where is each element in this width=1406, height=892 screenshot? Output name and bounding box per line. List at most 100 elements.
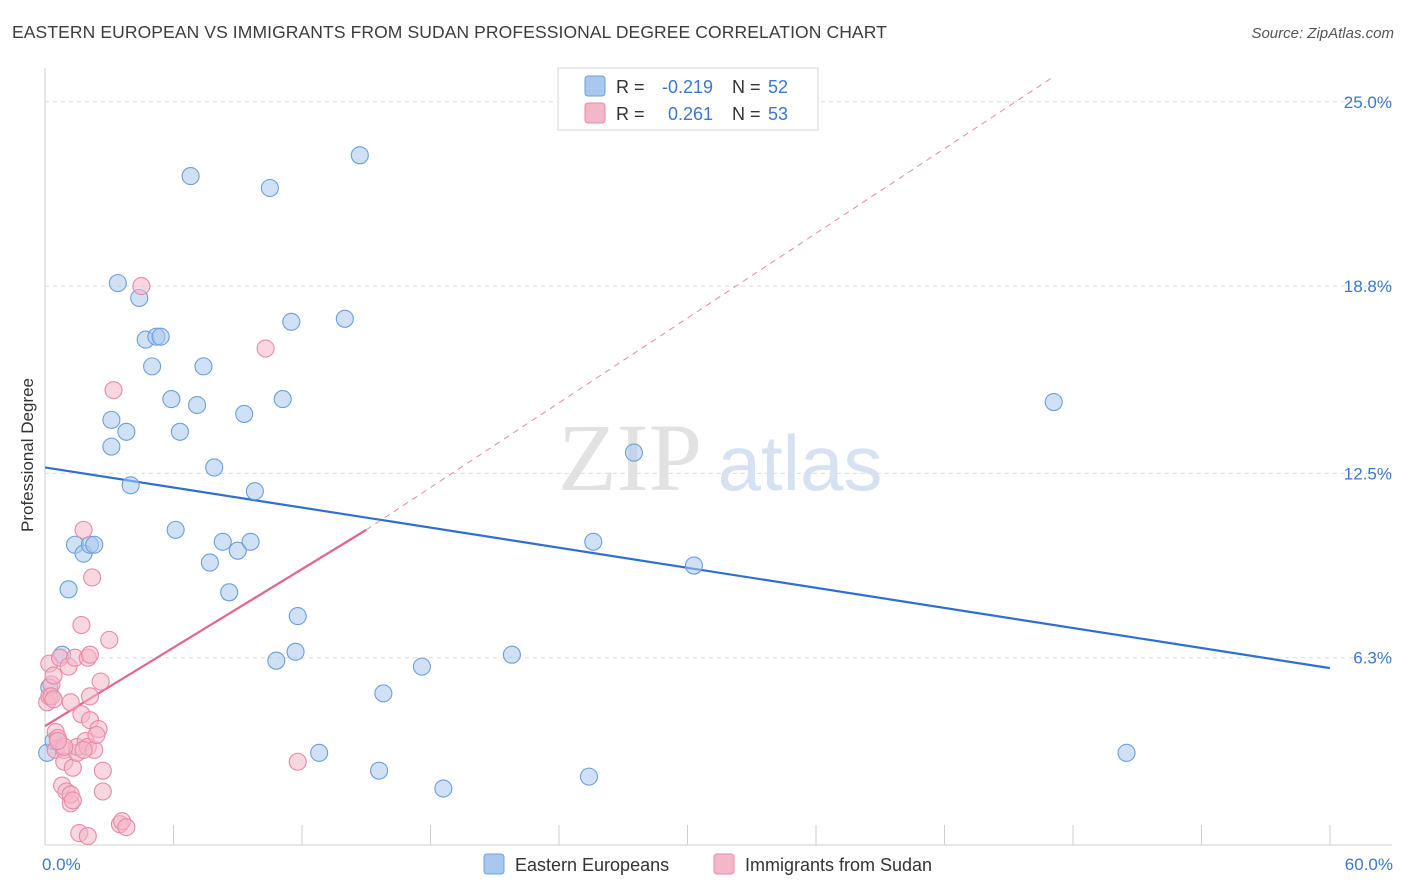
grid-layer xyxy=(45,101,1392,659)
eastern-europeans-point-44 xyxy=(412,657,431,676)
y-tick-label-3: 25.0% xyxy=(1344,93,1392,112)
legend-n-value-pink: 53 xyxy=(768,104,788,124)
eastern-europeans-point-47 xyxy=(579,767,599,786)
immigrants-from-sudan-point-44 xyxy=(132,277,151,296)
immigrants-from-sudan-point-33 xyxy=(83,568,102,587)
eastern-europeans-point-10 xyxy=(102,410,121,429)
immigrants-from-sudan-point-24 xyxy=(72,615,91,635)
points-layer xyxy=(38,146,1136,846)
y-tick-label-0: 6.3% xyxy=(1353,649,1392,668)
immigrants-from-sudan-point-46 xyxy=(288,752,307,771)
watermark: ZIP atlas xyxy=(558,404,882,511)
bottom-legend-swatch-blue xyxy=(483,853,505,875)
legend-n-label-pink: N = xyxy=(732,104,761,124)
legend-box: R = -0.219 N = 52 R = 0.261 N = 53 xyxy=(557,67,819,131)
eastern-europeans-point-16 xyxy=(143,357,162,376)
trend-line-immigrants-from-sudan xyxy=(44,528,367,728)
eastern-europeans-point-34 xyxy=(267,651,286,670)
legend-r-label-pink: R = xyxy=(616,104,645,124)
eastern-europeans-point-38 xyxy=(288,607,307,626)
bottom-legend-swatch-pink xyxy=(713,853,735,875)
chart-title: EASTERN EUROPEAN VS IMMIGRANTS FROM SUDA… xyxy=(12,22,887,42)
legend-n-label-blue: N = xyxy=(732,77,761,97)
chart-source: Source: ZipAtlas.com xyxy=(1251,25,1394,42)
eastern-europeans-point-24 xyxy=(194,357,213,376)
immigrants-from-sudan-point-50 xyxy=(63,791,82,810)
bottom-legend-label-immigrants-from-sudan: Immigrants from Sudan xyxy=(745,855,932,875)
eastern-europeans-point-32 xyxy=(245,482,264,501)
y-axis-label: Professional Degree xyxy=(18,378,37,532)
immigrants-from-sudan-point-36 xyxy=(91,672,110,691)
eastern-europeans-point-21 xyxy=(170,422,189,441)
immigrants-from-sudan-point-17 xyxy=(61,693,80,712)
eastern-europeans-point-26 xyxy=(205,458,224,477)
eastern-europeans-point-43 xyxy=(374,684,393,703)
eastern-europeans-point-11 xyxy=(108,274,127,293)
eastern-europeans-point-29 xyxy=(228,541,247,560)
y-tick-label-1: 12.5% xyxy=(1344,464,1392,483)
immigrants-from-sudan-point-32 xyxy=(80,687,100,706)
immigrants-from-sudan-point-27 xyxy=(78,827,97,846)
legend-swatch-blue xyxy=(584,75,606,97)
eastern-europeans-point-50 xyxy=(684,556,703,575)
immigrants-from-sudan-point-45 xyxy=(256,339,275,358)
tick-labels: 6.3% 12.5% 18.8% 25.0% 0.0% 60.0% xyxy=(42,93,1393,874)
eastern-europeans-point-37 xyxy=(286,642,305,661)
eastern-europeans-point-23 xyxy=(188,395,207,415)
legend-r-label-blue: R = xyxy=(616,77,645,97)
axis-layer xyxy=(44,68,1392,846)
eastern-europeans-point-8 xyxy=(85,535,104,554)
trend-line-immigrants-from-sudan-extension xyxy=(365,77,1052,531)
eastern-europeans-point-35 xyxy=(273,390,292,409)
eastern-europeans-point-9 xyxy=(102,437,121,456)
immigrants-from-sudan-point-18 xyxy=(63,758,82,777)
immigrants-from-sudan-point-52 xyxy=(48,731,67,750)
immigrants-from-sudan-point-47 xyxy=(44,666,63,685)
eastern-europeans-point-36 xyxy=(282,312,301,331)
eastern-europeans-point-42 xyxy=(370,761,389,780)
bottom-legend: Eastern Europeans Immigrants from Sudan xyxy=(483,853,932,875)
immigrants-from-sudan-point-51 xyxy=(87,725,106,745)
bottom-legend-label-eastern-europeans: Eastern Europeans xyxy=(515,855,669,875)
eastern-europeans-point-18 xyxy=(151,327,170,346)
immigrants-from-sudan-point-48 xyxy=(74,740,93,759)
immigrants-from-sudan-point-37 xyxy=(93,782,112,801)
eastern-europeans-point-27 xyxy=(213,532,232,551)
eastern-europeans-point-45 xyxy=(434,779,453,798)
eastern-europeans-point-39 xyxy=(310,743,329,762)
eastern-europeans-point-12 xyxy=(117,422,136,441)
x-tick-label-0: 0.0% xyxy=(42,855,81,874)
legend-n-value-blue: 52 xyxy=(768,77,788,97)
immigrants-from-sudan-point-25 xyxy=(74,520,93,539)
immigrants-from-sudan-point-38 xyxy=(93,761,112,780)
eastern-europeans-point-25 xyxy=(200,553,219,572)
eastern-europeans-point-19 xyxy=(162,390,181,409)
eastern-europeans-point-46 xyxy=(502,645,521,664)
immigrants-from-sudan-point-30 xyxy=(80,645,100,664)
trend-layer xyxy=(44,77,1331,728)
immigrants-from-sudan-point-43 xyxy=(117,818,136,837)
eastern-europeans-point-22 xyxy=(181,167,200,186)
eastern-europeans-point-33 xyxy=(260,178,279,198)
eastern-europeans-point-4 xyxy=(59,580,78,599)
immigrants-from-sudan-point-40 xyxy=(104,381,123,400)
eastern-europeans-point-49 xyxy=(624,443,644,462)
eastern-europeans-point-30 xyxy=(235,404,254,423)
legend-swatch-pink xyxy=(584,102,606,124)
eastern-europeans-point-52 xyxy=(1117,743,1136,762)
x-tick-label-1: 60.0% xyxy=(1345,855,1393,874)
legend-r-value-blue: -0.219 xyxy=(662,77,713,97)
eastern-europeans-point-40 xyxy=(335,309,354,328)
legend-r-value-pink: 0.261 xyxy=(668,104,713,124)
watermark-atlas: atlas xyxy=(718,419,883,507)
eastern-europeans-point-13 xyxy=(121,476,140,495)
eastern-europeans-point-20 xyxy=(166,520,185,539)
eastern-europeans-point-48 xyxy=(584,532,603,551)
immigrants-from-sudan-point-39 xyxy=(100,630,119,649)
eastern-europeans-point-31 xyxy=(241,532,260,551)
immigrants-from-sudan-point-5 xyxy=(44,690,63,709)
eastern-europeans-point-41 xyxy=(350,146,369,165)
eastern-europeans-point-51 xyxy=(1044,392,1063,412)
y-tick-label-2: 18.8% xyxy=(1344,277,1392,296)
